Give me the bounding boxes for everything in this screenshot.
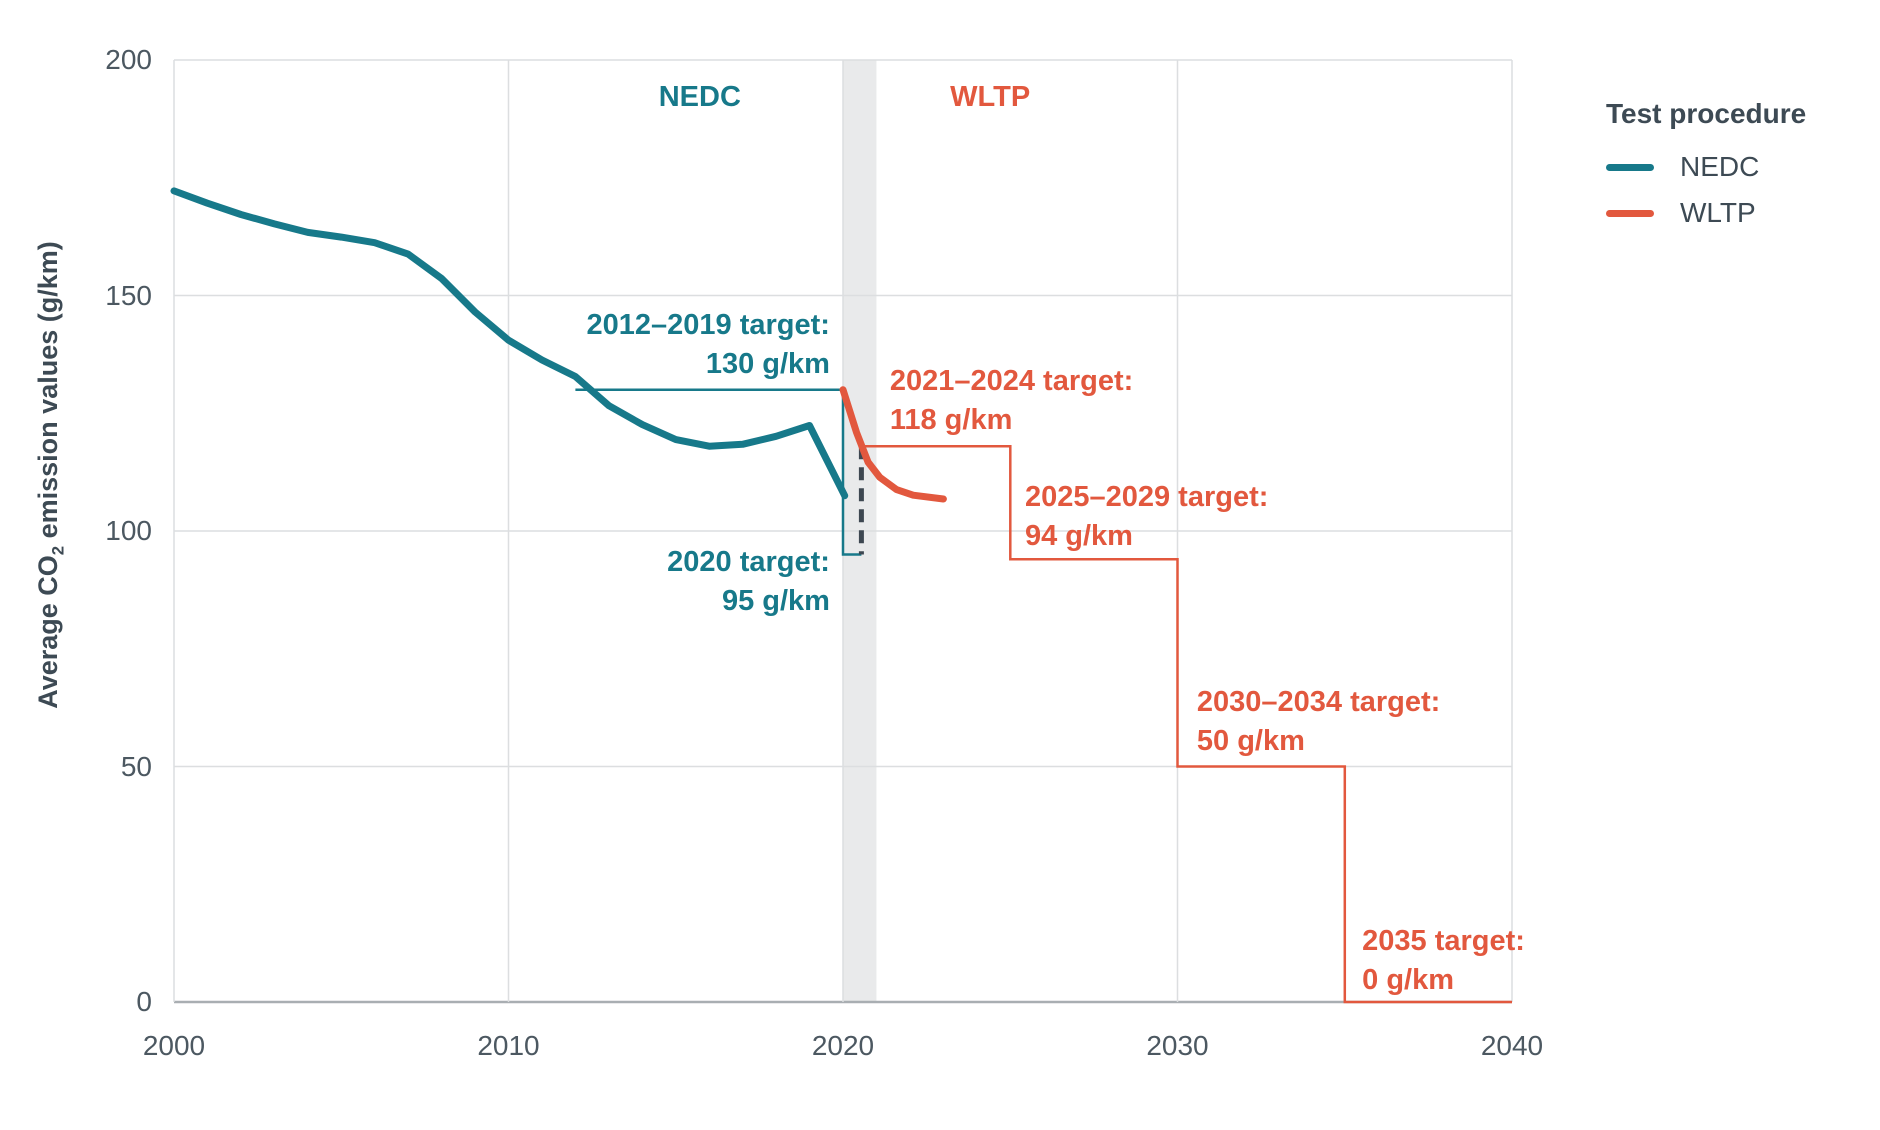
series-wltp-line (839, 386, 947, 503)
series-nedc-target-steps-line (575, 388, 862, 556)
legend-rows: NEDC WLTP (1606, 148, 1806, 232)
legend-item-nedc: NEDC (1606, 148, 1806, 186)
series-nedc-line (170, 187, 849, 500)
legend-swatch-wltp (1606, 209, 1654, 217)
legend-label: WLTP (1680, 197, 1756, 228)
legend-item-wltp: WLTP (1606, 194, 1806, 232)
legend-title: Test procedure (1606, 98, 1807, 129)
series-wltp-target-steps-line (861, 444, 1512, 1004)
legend-label: NEDC (1680, 151, 1760, 182)
legend: Test procedure NEDC WLTP (1606, 94, 1806, 232)
legend-swatch-nedc (1606, 163, 1654, 171)
